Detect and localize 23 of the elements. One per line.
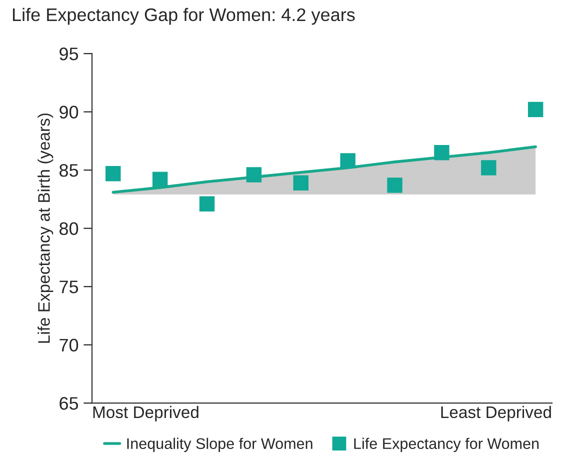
point [152, 172, 168, 188]
y-tick-label: 70 [60, 338, 78, 352]
point [246, 167, 262, 182]
point [528, 102, 544, 118]
text: Most Deprived [93, 406, 198, 422]
y-tick-label: 90 [60, 106, 78, 119]
legend-label: Life Expectancy for Women [354, 438, 539, 452]
y-axis-title: Life Expectancy at Birth (years) [38, 114, 54, 343]
point [106, 166, 121, 182]
point [293, 175, 308, 191]
point [199, 196, 215, 212]
y-tick-label: 85 [60, 164, 78, 177]
legend-label: Inequality Slope for Women [127, 438, 312, 452]
text: Least Deprived [441, 406, 551, 422]
chart-title: Life Expectancy Gap for Women: 4.2 years [12, 8, 355, 25]
point [340, 153, 356, 168]
point [434, 145, 450, 160]
y-tick-label: 95 [60, 48, 78, 60]
point [481, 160, 496, 176]
point [387, 178, 402, 193]
y-tick-label: 65 [60, 397, 78, 410]
y-tick-label: 80 [60, 222, 78, 236]
y-tick-label: 75 [60, 280, 78, 294]
